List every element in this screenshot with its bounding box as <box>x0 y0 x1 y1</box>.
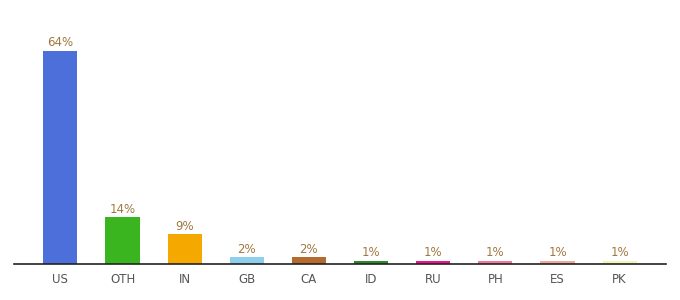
Bar <box>230 257 264 264</box>
Bar <box>541 261 575 264</box>
Bar <box>292 257 326 264</box>
Text: 2%: 2% <box>300 243 318 256</box>
Text: 1%: 1% <box>611 246 629 259</box>
Text: 64%: 64% <box>48 36 73 49</box>
Bar <box>44 51 78 264</box>
Text: 1%: 1% <box>548 246 567 259</box>
Bar <box>354 261 388 264</box>
Bar <box>478 261 513 264</box>
Bar <box>602 261 636 264</box>
Text: 9%: 9% <box>175 220 194 233</box>
Text: 14%: 14% <box>109 203 135 216</box>
Text: 1%: 1% <box>486 246 505 259</box>
Bar <box>167 234 202 264</box>
Bar <box>105 217 139 264</box>
Bar <box>416 261 450 264</box>
Text: 2%: 2% <box>237 243 256 256</box>
Text: 1%: 1% <box>362 246 380 259</box>
Text: 1%: 1% <box>424 246 443 259</box>
